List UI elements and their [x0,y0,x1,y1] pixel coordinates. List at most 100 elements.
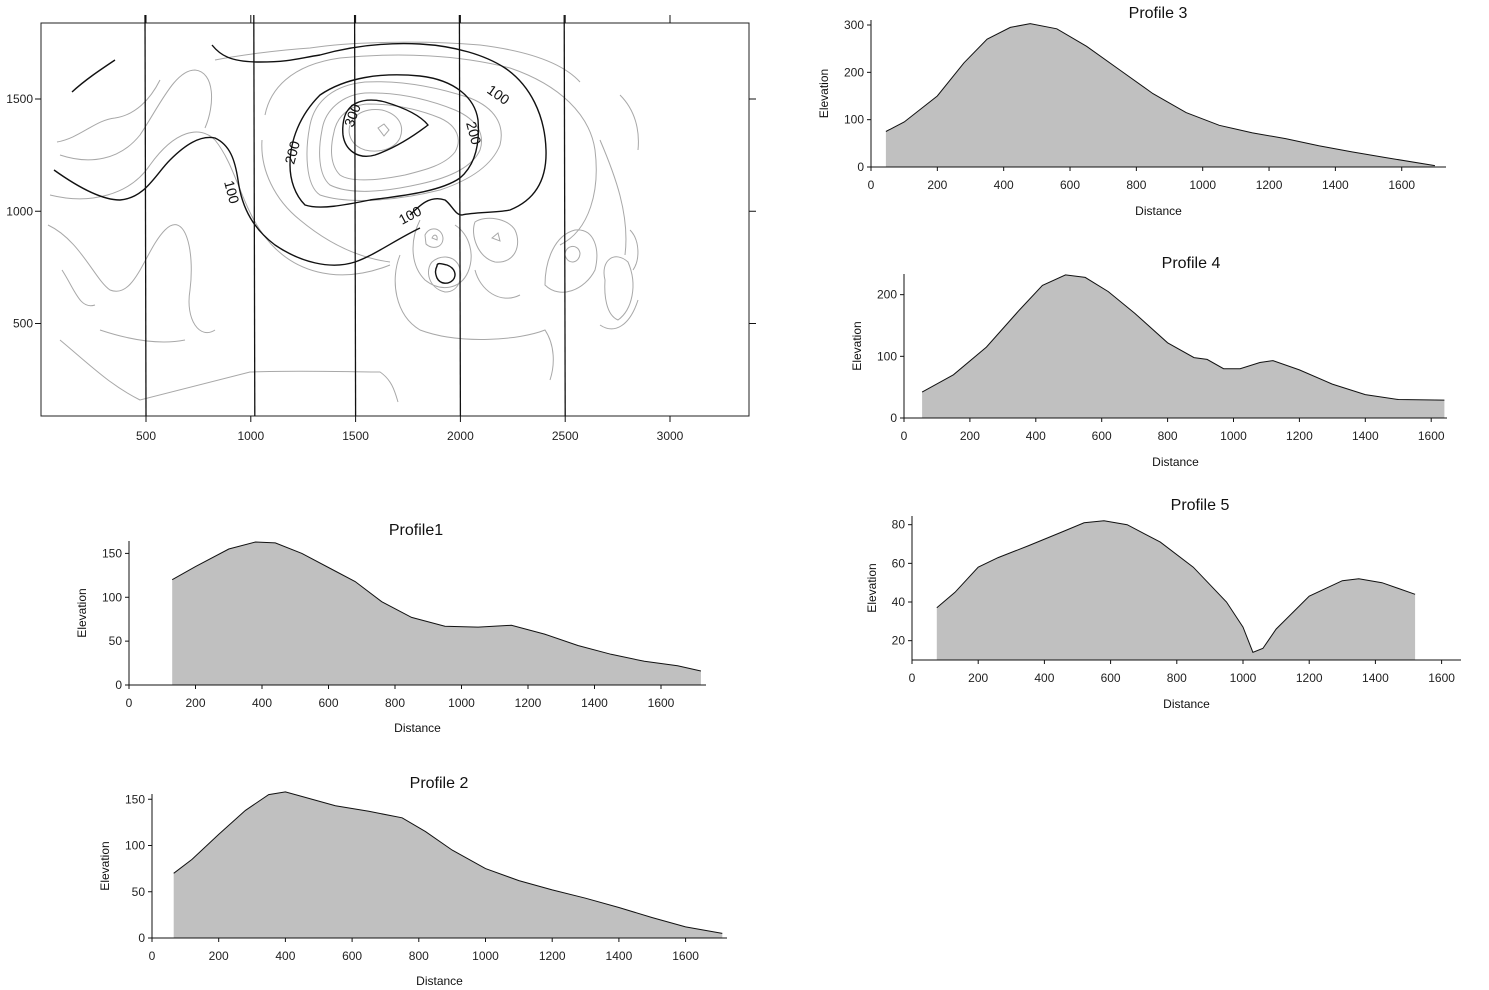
y-tick-label: 100 [125,839,145,853]
x-tick-label: 1000 [472,949,499,963]
y-tick-label: 1500 [6,92,33,106]
contour-major [342,99,429,157]
y-tick-label: 200 [844,65,864,79]
contour-label: 300 [341,101,364,129]
contour-minor [619,94,639,151]
profile-line [144,14,147,417]
x-tick-label: 0 [909,671,916,685]
x-tick-label: 400 [1034,671,1054,685]
map-overlay: 500 1000 1500 2000 2500 3000 500 1000 1500 [6,14,756,443]
contour-major [434,262,456,284]
x-tick-label: 1000 [1189,178,1216,192]
x-axis-title: Distance [394,721,441,735]
contour-minor [473,217,519,263]
y-tick-label: 40 [892,595,906,609]
x-tick-label: 1400 [1322,178,1349,192]
y-axis-title: Elevation [850,321,864,370]
x-tick-label: 1200 [1296,671,1323,685]
contour-minor [61,269,96,307]
contour-minor [412,219,472,288]
y-tick-label: 50 [132,885,146,899]
x-tick-label: 1400 [1352,429,1379,443]
contour-minor [59,339,399,403]
contour-minor [264,54,597,246]
y-tick-label: 80 [892,518,906,532]
y-tick-label: 100 [102,590,122,604]
profile-5-chart: 0 200 400 600 800 1000 1200 1400 1600 20 40 60 80 Pro… [865,497,1461,711]
contour-minor [319,92,482,192]
contour-minor [599,139,627,256]
map-frame [40,22,750,417]
x-tick-label: 0 [149,949,156,963]
contour-map: 100 100 100 200 200 300 500 1000 1500 2000 2… [6,14,756,443]
x-tick-label: 1600 [1418,429,1445,443]
y-tick-label: 0 [115,678,122,692]
contour-minor [214,41,581,83]
profile-line [353,14,357,417]
profile-area [922,274,1445,418]
x-tick-label: 2500 [552,429,579,443]
x-tick-label: 400 [252,696,272,710]
x-tick-label: 800 [385,696,405,710]
y-tick-label: 500 [13,317,33,331]
contour-minor [49,131,391,276]
profile-area [172,542,701,685]
x-tick-label: 1200 [515,696,542,710]
x-tick-label: 800 [1158,429,1178,443]
contour-minor [431,234,438,241]
x-tick-label: 400 [994,178,1014,192]
y-tick-label: 300 [844,18,864,32]
x-axis-title: Distance [1152,455,1199,469]
x-tick-label: 800 [1126,178,1146,192]
y-tick-label: 100 [844,113,864,127]
x-tick-label: 200 [960,429,980,443]
x-tick-label: 600 [318,696,338,710]
x-axis-title: Distance [1163,697,1210,711]
contour-minor [56,79,161,143]
profile-line [885,23,1435,167]
y-tick-label: 0 [857,160,864,174]
x-tick-label: 1000 [1220,429,1247,443]
x-tick-label: 1400 [606,949,633,963]
x-tick-label: 1600 [1388,178,1415,192]
x-tick-label: 1400 [1362,671,1389,685]
x-axis-title: Distance [1135,204,1182,218]
y-axis-title: Elevation [865,563,879,612]
profile-line [171,541,702,672]
x-tick-label: 1200 [1286,429,1313,443]
x-tick-label: 200 [968,671,988,685]
x-tick-label: 800 [1167,671,1187,685]
profile-2-chart: 0 200 400 600 800 1000 1200 1400 1600 0 50 100 150 Pr… [98,775,727,988]
contour-minor [47,224,216,333]
contour-minor [424,228,444,248]
contour-major [53,136,421,266]
contour-minor [261,139,391,263]
y-tick-label: 1000 [6,204,33,218]
chart-title: Profile 2 [410,775,469,792]
contour-minor [603,256,634,321]
contour-minor [428,256,462,293]
profile-line [458,14,462,417]
contour-minor [348,109,403,152]
x-tick-label: 1000 [448,696,475,710]
x-tick-label: 600 [1101,671,1121,685]
y-tick-label: 200 [877,288,897,302]
y-tick-label: 100 [877,349,897,363]
contour-minor [564,246,581,263]
profile-line [173,791,723,934]
profile-area [173,791,723,938]
x-tick-label: 1000 [1230,671,1257,685]
contour-major [71,59,116,93]
contour-minor [544,229,598,293]
x-tick-label: 0 [126,696,133,710]
y-axis-title: Elevation [75,588,89,637]
x-tick-label: 600 [342,949,362,963]
x-tick-label: 1000 [237,429,264,443]
x-tick-label: 200 [209,949,229,963]
contour-minor [331,103,459,181]
contour-major [289,74,480,208]
x-tick-label: 0 [868,178,875,192]
x-tick-label: 2000 [447,429,474,443]
y-tick-label: 0 [890,411,897,425]
